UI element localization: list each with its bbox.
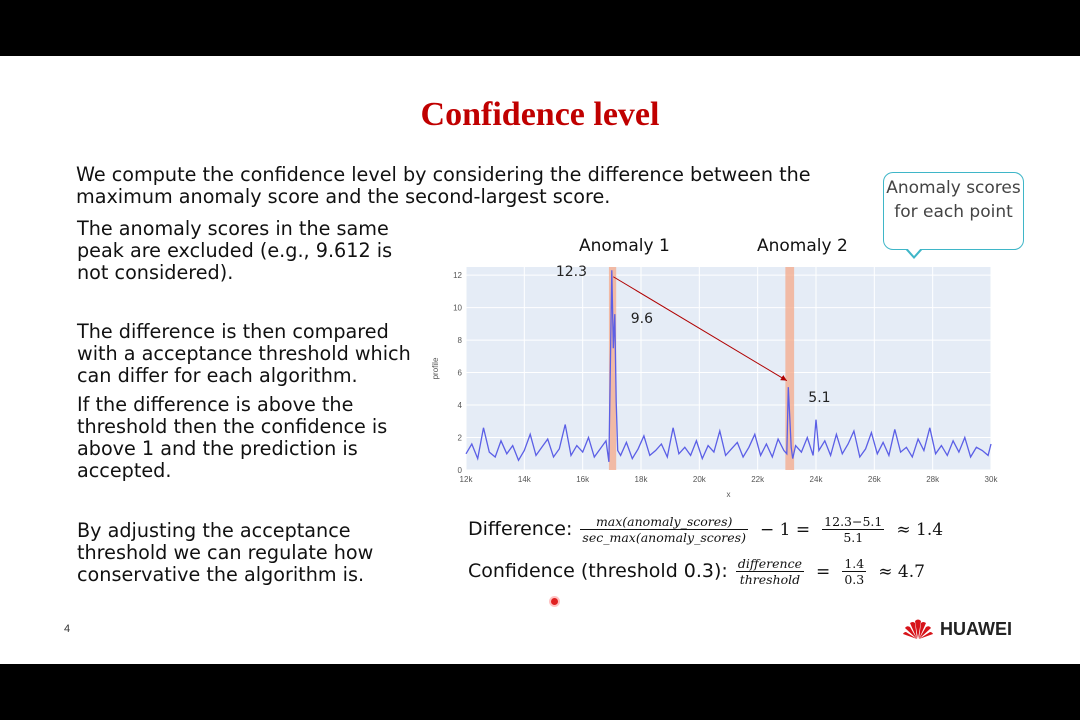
top-letterbox — [0, 0, 1080, 56]
peak-value-label: 12.3 — [556, 264, 587, 280]
confidence-result: ≈ 4.7 — [878, 562, 925, 582]
plot-background — [466, 267, 991, 470]
y-tick-label: 10 — [453, 304, 462, 313]
slide-title: Confidence level — [420, 96, 660, 133]
x-tick-label: 12k — [460, 475, 474, 484]
y-tick-label: 8 — [458, 336, 463, 345]
confidence-formula: Confidence (threshold 0.3): difference t… — [468, 556, 929, 587]
huawei-logo: HUAWEI — [902, 617, 1012, 641]
intro-text: We compute the confidence level by consi… — [76, 163, 811, 208]
difference-result: ≈ 1.4 — [896, 520, 944, 540]
x-tick-label: 28k — [926, 475, 940, 484]
paragraph-adjusting: By adjusting the acceptance threshold we… — [77, 519, 374, 586]
values-denominator: 5.1 — [843, 530, 864, 545]
huawei-logo-text: HUAWEI — [940, 618, 1012, 639]
minus-one: − 1 = — [760, 520, 811, 540]
page-number: 4 — [64, 623, 71, 635]
confidence-values-denominator: 0.3 — [844, 572, 865, 587]
y-tick-label: 6 — [458, 369, 463, 378]
slide: Confidence level We compute the confiden… — [0, 56, 1080, 664]
difference-label: Difference: — [468, 518, 573, 540]
chart-svg: 0 2 4 6 8 10 12 12k 14k 16k 18k 20k 22k 24k 26k 28k 30k 1… — [431, 264, 999, 499]
pointer-cursor — [551, 598, 558, 605]
confidence-label: Confidence (threshold 0.3): — [468, 560, 728, 582]
anomaly-highlight-band — [785, 267, 795, 470]
x-tick-label: 18k — [635, 475, 649, 484]
x-tick-label: 16k — [576, 475, 590, 484]
callout-anomaly-scores: Anomaly scores for each point — [883, 172, 1024, 250]
huawei-flower-icon — [903, 619, 933, 639]
y-tick-label: 4 — [458, 401, 463, 410]
anomaly-score-chart: 0 2 4 6 8 10 12 12k 14k 16k 18k 20k 22k 24k 26k 28k 30k 1… — [430, 259, 1010, 504]
x-tick-label: 20k — [693, 475, 707, 484]
paragraph-accepted: If the difference is above the threshold… — [77, 393, 388, 482]
x-tick-label: 30k — [985, 475, 999, 484]
x-tick-label: 14k — [518, 475, 532, 484]
values-fraction: 12.3−5.1 5.1 — [822, 514, 885, 545]
y-tick-label: 2 — [458, 434, 463, 443]
bottom-letterbox — [0, 664, 1080, 720]
x-axis-label: x — [727, 490, 731, 499]
confidence-denominator: threshold — [739, 572, 801, 587]
paragraph-threshold-compare: The difference is then compared with a a… — [77, 320, 411, 387]
x-tick-label: 24k — [810, 475, 824, 484]
anomaly-2-label: Anomaly 2 — [757, 236, 848, 256]
anomaly-comparison-arrow — [613, 276, 788, 382]
values-numerator: 12.3−5.1 — [822, 514, 885, 530]
confidence-values-fraction: 1.4 0.3 — [842, 556, 867, 587]
anomaly-highlight-band — [608, 267, 617, 470]
x-tick-label: 26k — [868, 475, 882, 484]
anomaly-1-label: Anomaly 1 — [579, 236, 670, 256]
peak-value-label: 9.6 — [631, 311, 653, 327]
peak-value-label: 5.1 — [808, 390, 830, 406]
confidence-fraction: difference threshold — [735, 556, 804, 587]
y-tick-label: 12 — [453, 271, 462, 280]
difference-formula: Difference: max(anomaly_scores) sec_max(… — [468, 514, 947, 545]
paragraph-excluded-scores: The anomaly scores in the same peak are … — [77, 217, 393, 284]
anomaly-score-series-line — [465, 270, 992, 462]
difference-denominator: sec_max(anomaly_scores) — [582, 530, 746, 545]
x-tick-label: 22k — [751, 475, 765, 484]
y-axis-label: profile — [431, 357, 440, 379]
equals-sign: = — [816, 562, 831, 582]
difference-fraction: max(anomaly_scores) sec_max(anomaly_scor… — [580, 514, 748, 545]
y-tick-label: 0 — [458, 466, 463, 475]
confidence-values-numerator: 1.4 — [842, 556, 867, 572]
confidence-numerator: difference — [735, 556, 804, 572]
difference-numerator: max(anomaly_scores) — [580, 514, 748, 530]
callout-tail — [905, 248, 923, 259]
